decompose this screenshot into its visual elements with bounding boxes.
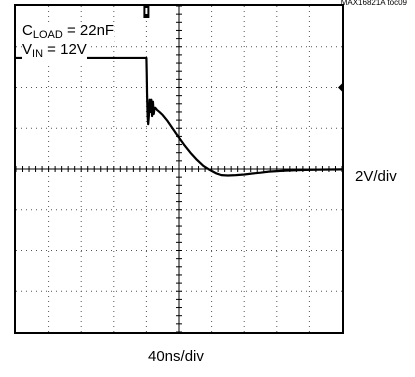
trigger-level-marker: [338, 83, 342, 92]
vertical-scale-label: 2V/div: [355, 168, 397, 185]
trigger-marker-notch: [145, 8, 148, 14]
figure-id: MAX16821A toc09: [340, 0, 407, 7]
horizontal-scale-label: 40ns/div: [148, 348, 204, 365]
load-capacitance-label: CLOAD = 22nF: [22, 22, 115, 43]
input-voltage-label: VIN = 12V: [22, 41, 87, 62]
waveform-trace: [16, 56, 343, 177]
trace-layer: [16, 56, 343, 177]
markers: [143, 6, 342, 92]
center-axes: [15, 5, 343, 333]
